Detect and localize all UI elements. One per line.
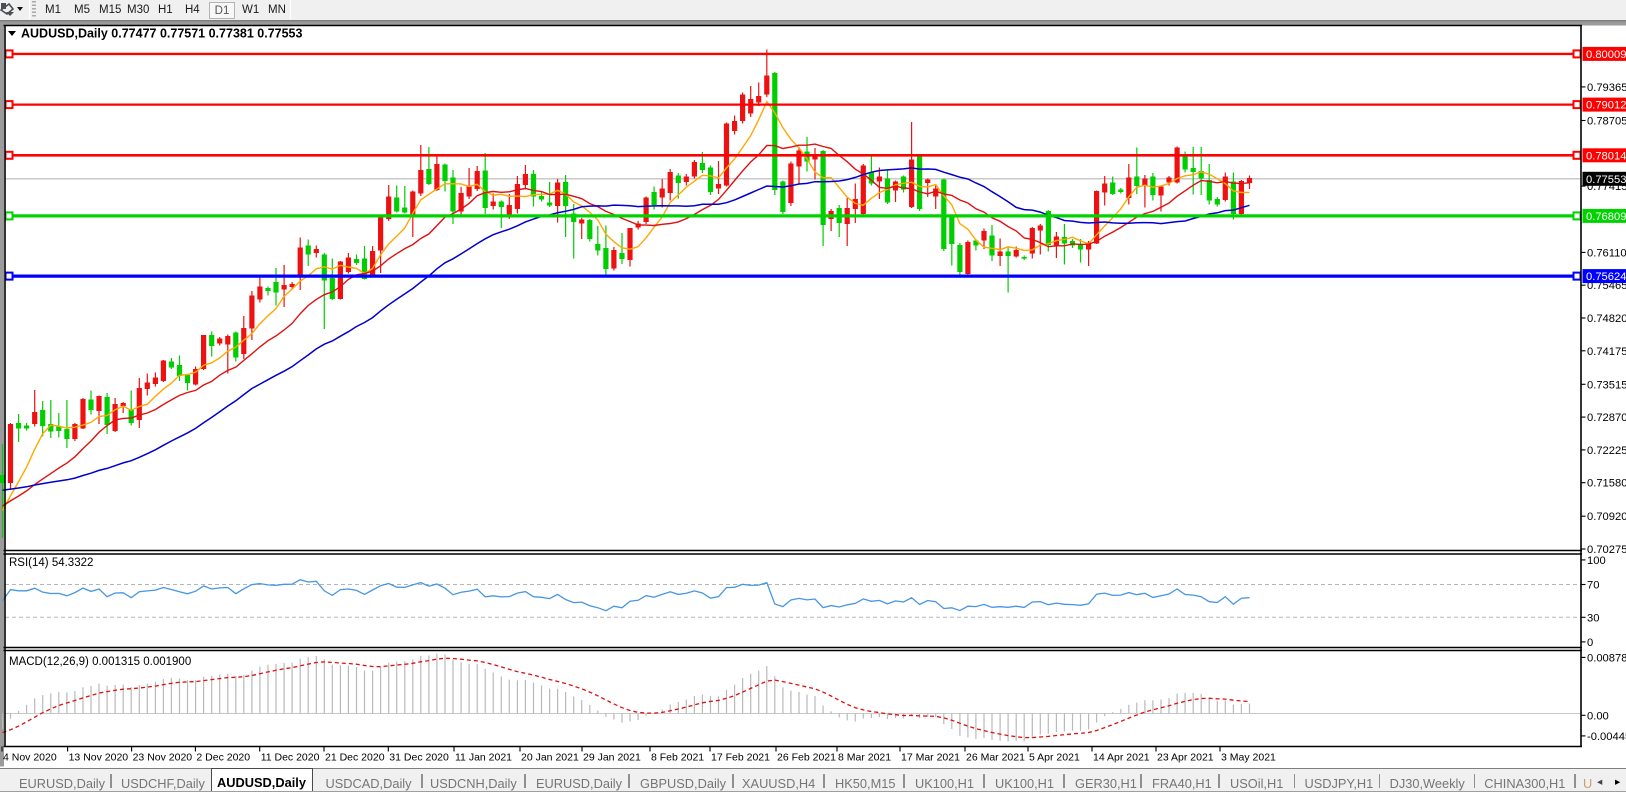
svg-text:0.76110: 0.76110	[1587, 247, 1626, 259]
svg-text:17 Feb 2021: 17 Feb 2021	[711, 752, 770, 764]
svg-text:0.70275: 0.70275	[1587, 544, 1626, 556]
svg-text:AUDUSD,Daily 0.77477 0.77571: AUDUSD,Daily 0.77477 0.77571 0.77381 0.7…	[21, 27, 302, 41]
svg-text:0.77553: 0.77553	[1586, 174, 1626, 186]
svg-text:2 Dec 2020: 2 Dec 2020	[196, 752, 250, 764]
svg-text:0.79012: 0.79012	[1586, 100, 1626, 112]
svg-text:5 Apr 2021: 5 Apr 2021	[1029, 752, 1080, 764]
svg-text:29 Jan 2021: 29 Jan 2021	[583, 752, 641, 764]
svg-text:3 May 2021: 3 May 2021	[1221, 752, 1276, 764]
svg-text:-0.004451: -0.004451	[1587, 731, 1626, 743]
svg-text:0.75465: 0.75465	[1587, 280, 1626, 292]
svg-text:11 Dec 2020: 11 Dec 2020	[261, 752, 320, 764]
svg-text:0.80009: 0.80009	[1586, 49, 1626, 61]
svg-text:70: 70	[1587, 580, 1599, 592]
svg-text:21 Dec 2020: 21 Dec 2020	[325, 752, 385, 764]
svg-text:30: 30	[1587, 612, 1599, 624]
svg-text:26 Mar 2021: 26 Mar 2021	[966, 752, 1025, 764]
svg-text:0.008782: 0.008782	[1587, 652, 1626, 664]
svg-text:23 Apr 2021: 23 Apr 2021	[1157, 752, 1214, 764]
svg-text:20 Jan 2021: 20 Jan 2021	[521, 752, 579, 764]
svg-text:MACD(12,26,9) 0.001315 0.00190: MACD(12,26,9) 0.001315 0.001900	[9, 656, 191, 668]
svg-text:0.00: 0.00	[1587, 710, 1609, 722]
svg-text:23 Nov 2020: 23 Nov 2020	[133, 752, 193, 764]
svg-text:0.70920: 0.70920	[1587, 511, 1626, 523]
svg-text:0.76809: 0.76809	[1586, 211, 1626, 223]
svg-text:31 Dec 2020: 31 Dec 2020	[389, 752, 449, 764]
svg-text:4 Nov 2020: 4 Nov 2020	[3, 752, 57, 764]
svg-text:13 Nov 2020: 13 Nov 2020	[69, 752, 129, 764]
svg-text:8 Mar 2021: 8 Mar 2021	[838, 752, 891, 764]
svg-text:0.78705: 0.78705	[1587, 116, 1626, 128]
svg-text:0.74820: 0.74820	[1587, 313, 1626, 325]
svg-text:0.71580: 0.71580	[1587, 478, 1626, 490]
svg-text:17 Mar 2021: 17 Mar 2021	[901, 752, 960, 764]
svg-text:100: 100	[1587, 555, 1606, 567]
svg-text:14 Apr 2021: 14 Apr 2021	[1093, 752, 1150, 764]
svg-text:0.79365: 0.79365	[1587, 82, 1626, 94]
svg-text:RSI(14) 54.3322: RSI(14) 54.3322	[9, 557, 93, 569]
svg-text:0.73515: 0.73515	[1587, 379, 1626, 391]
svg-text:0.75624: 0.75624	[1586, 271, 1626, 283]
svg-text:0.74175: 0.74175	[1587, 346, 1626, 358]
svg-text:26 Feb 2021: 26 Feb 2021	[777, 752, 836, 764]
svg-text:0.72870: 0.72870	[1587, 412, 1626, 424]
svg-text:0.72225: 0.72225	[1587, 445, 1626, 457]
svg-text:0.78014: 0.78014	[1586, 150, 1626, 162]
svg-text:11 Jan 2021: 11 Jan 2021	[455, 752, 512, 764]
svg-text:0: 0	[1587, 637, 1593, 649]
svg-text:8 Feb 2021: 8 Feb 2021	[651, 752, 704, 764]
